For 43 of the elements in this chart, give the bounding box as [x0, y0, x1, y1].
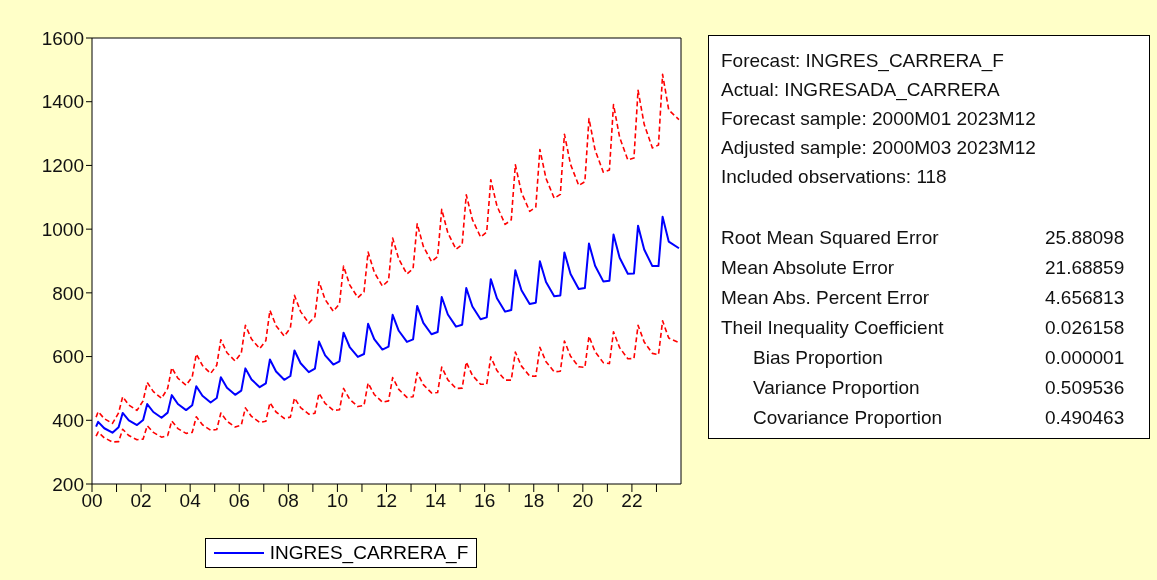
text: 0.000001: [1045, 346, 1125, 370]
x-tick-label: 14: [425, 490, 447, 512]
text: 0.490463: [1045, 406, 1125, 430]
x-tick-label: 10: [326, 490, 348, 512]
text: Actual: INGRESADA_CARRERA: [721, 78, 1001, 103]
y-tick-label: 1400: [41, 91, 84, 113]
text: Forecast sample: 2000M01 2023M12: [721, 107, 1037, 131]
text: 25.88098: [1045, 226, 1125, 250]
x-tick-label: 16: [474, 490, 496, 512]
text: Root Mean Squared Error: [721, 226, 940, 250]
text: Bias Proportion: [752, 346, 884, 370]
text: 0.509536: [1045, 376, 1125, 400]
text: Covariance Proportion: [752, 406, 944, 430]
x-tick-label: 02: [130, 490, 152, 512]
legend-label: INGRES_CARRERA_F: [269, 542, 469, 564]
y-tick-label: 800: [52, 282, 84, 304]
y-tick-label: 1600: [41, 27, 84, 49]
y-tick-label: 1000: [41, 218, 84, 240]
text: Mean Absolute Error: [721, 256, 896, 280]
text: Adjusted sample: 2000M03 2023M12: [721, 136, 1037, 160]
text: Theil Inequality Coefficient: [721, 316, 945, 340]
line-series: [95, 73, 680, 425]
x-tick-label: 00: [81, 490, 103, 512]
line-series: [95, 215, 680, 434]
x-tick-label: 18: [523, 490, 545, 512]
y-tick-label: 1200: [41, 155, 84, 177]
x-tick-label: 06: [228, 490, 250, 512]
x-tick-label: 20: [572, 490, 594, 512]
y-tick-label: 400: [52, 410, 84, 432]
text: 4.656813: [1045, 286, 1125, 310]
x-tick-label: 08: [277, 490, 299, 512]
text: 21.68859: [1045, 256, 1125, 280]
text: Mean Abs. Percent Error: [721, 286, 931, 310]
text: 0.026158: [1045, 316, 1125, 340]
line-series: [95, 320, 680, 443]
text: Variance Proportion: [752, 376, 921, 400]
y-tick-label: 200: [52, 473, 84, 495]
x-tick-label: 12: [375, 490, 398, 512]
text: Included observations: 118: [721, 165, 948, 189]
y-tick-label: 600: [52, 346, 84, 368]
x-tick-label: 22: [621, 490, 643, 512]
text: Forecast: INGRES_CARRERA_F: [721, 49, 1005, 74]
x-tick-label: 04: [179, 490, 202, 512]
